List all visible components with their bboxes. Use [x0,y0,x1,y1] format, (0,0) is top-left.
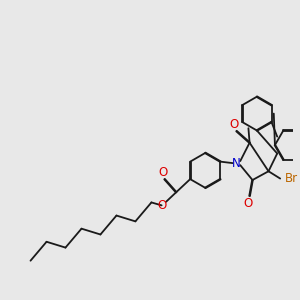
Text: O: O [244,197,253,210]
Text: O: O [157,199,166,212]
Text: O: O [230,118,239,131]
Text: O: O [158,166,168,179]
Text: Br: Br [284,172,298,185]
Text: N: N [232,157,241,169]
